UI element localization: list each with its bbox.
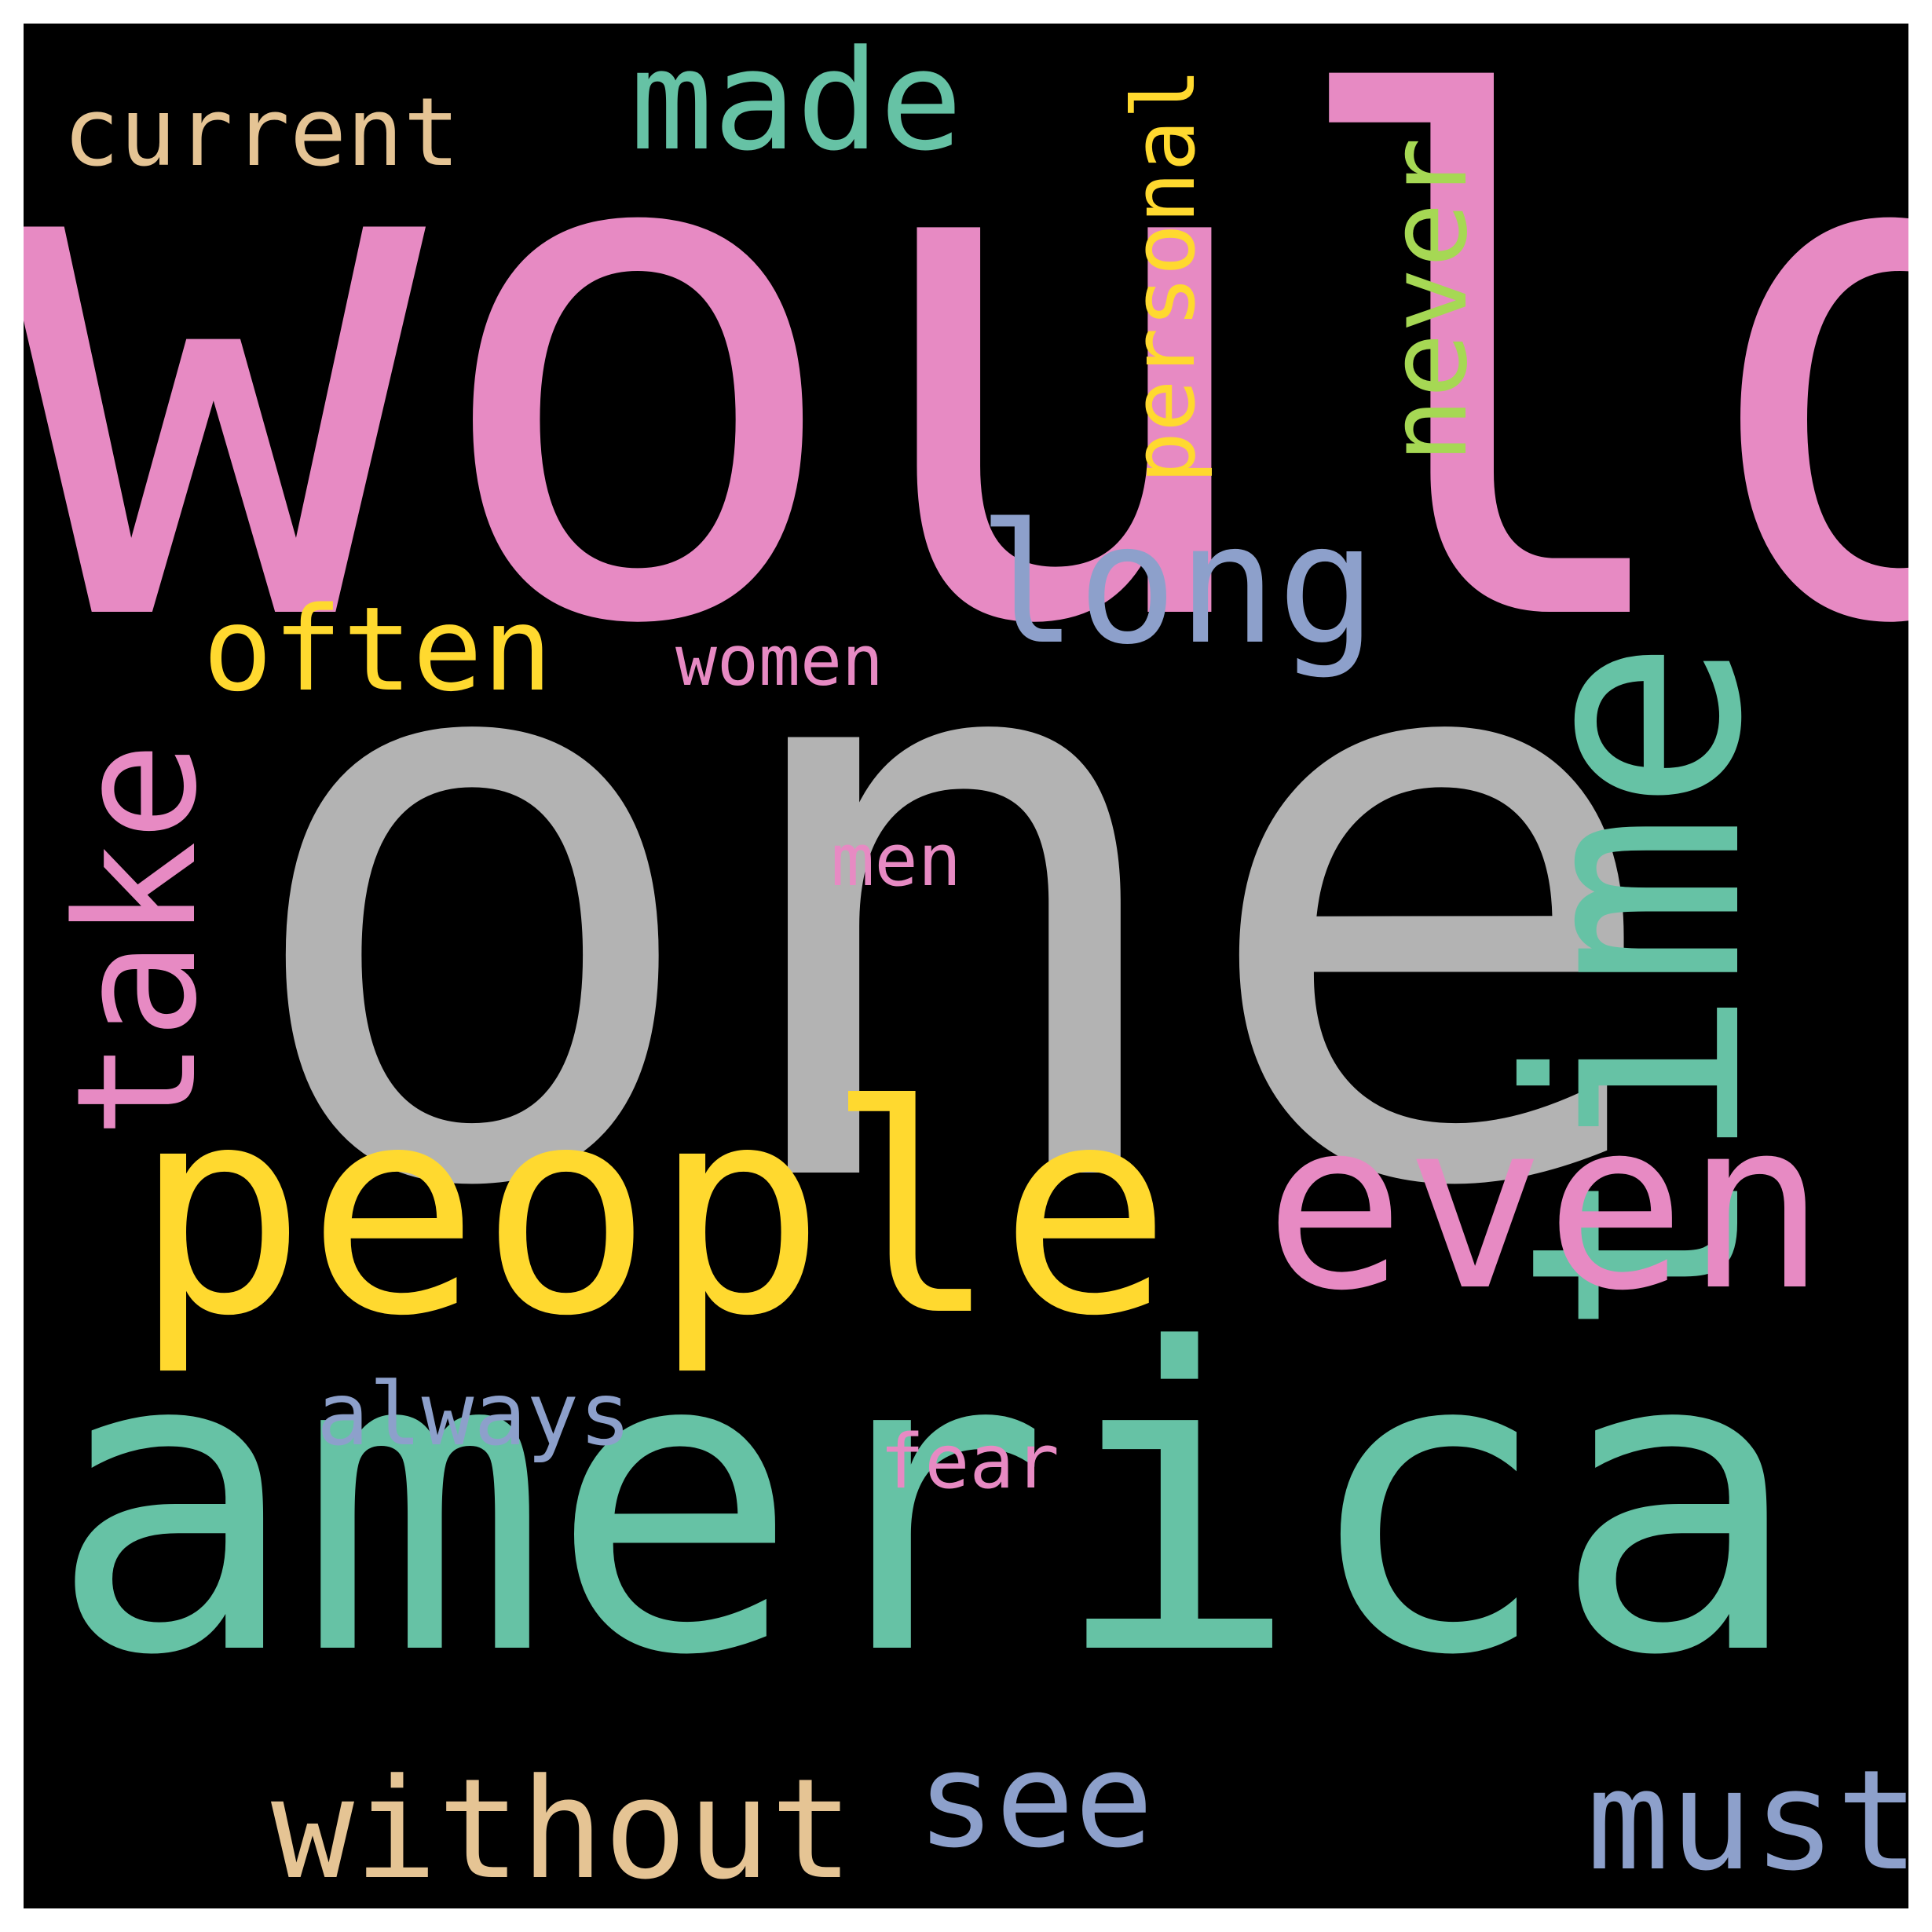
word-current: current: [63, 79, 460, 188]
word-made: made: [630, 24, 963, 181]
word-people: people: [134, 1045, 1173, 1379]
word-men: men: [831, 818, 962, 902]
word-america: america: [48, 1261, 1802, 1746]
word-would: would: [24, 24, 1908, 778]
word-long: long: [978, 488, 1378, 681]
word-must: must: [1586, 1740, 1908, 1901]
word-without: without: [271, 1749, 854, 1908]
word-take: take: [41, 741, 233, 1139]
word-personal: personal: [1114, 68, 1214, 484]
word-one: one: [232, 434, 1671, 1361]
word-women: women: [675, 620, 884, 701]
word-never: never: [1365, 137, 1491, 463]
word-see: see: [917, 1725, 1154, 1877]
word-fear: fear: [880, 1419, 1059, 1506]
word-often: often: [203, 582, 553, 717]
word-even: even: [1264, 1070, 1827, 1342]
word-cloud-canvas: would one america people time even take …: [24, 24, 1908, 1908]
word-always: always: [317, 1364, 631, 1465]
